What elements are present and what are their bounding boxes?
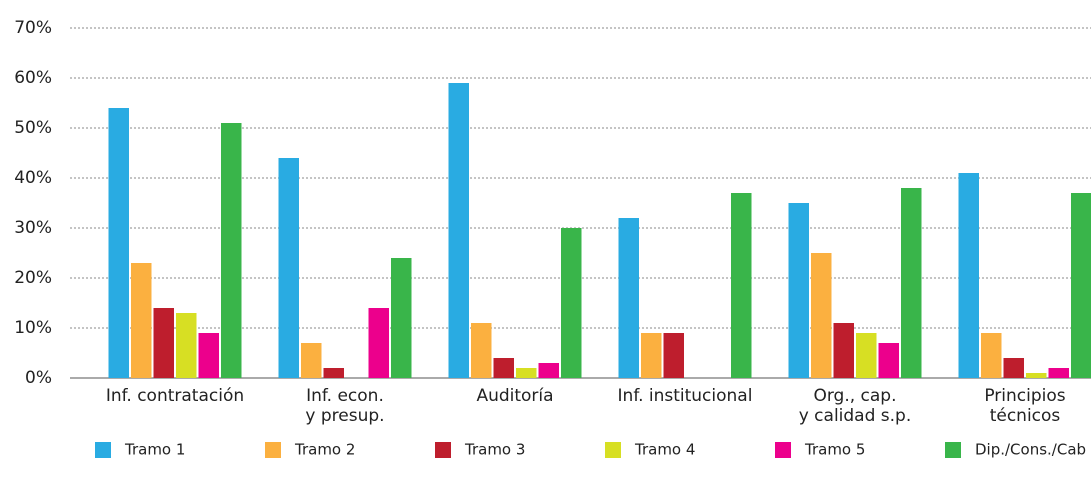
bar: [1026, 373, 1047, 378]
bar: [618, 218, 639, 378]
bar: [958, 173, 979, 378]
bar: [788, 203, 809, 378]
legend-label: Tramo 4: [634, 441, 695, 459]
y-tick-label: 10%: [14, 318, 52, 338]
bar: [471, 323, 492, 378]
legend-swatch: [945, 442, 961, 458]
y-tick-label: 40%: [14, 168, 52, 188]
bar: [153, 308, 174, 378]
bar: [198, 333, 219, 378]
bar: [663, 333, 684, 378]
legend-swatch: [775, 442, 791, 458]
y-tick-label: 20%: [14, 268, 52, 288]
legend-swatch: [605, 442, 621, 458]
y-tick-label: 0%: [25, 368, 52, 388]
bar: [516, 368, 537, 378]
bar: [323, 368, 344, 378]
bar: [368, 308, 389, 378]
legend-swatch: [435, 442, 451, 458]
y-tick-label: 70%: [14, 18, 52, 38]
bar: [901, 188, 922, 378]
bar: [1048, 368, 1069, 378]
bar: [131, 263, 152, 378]
bar: [108, 108, 129, 378]
bar: [176, 313, 197, 378]
bar: [301, 343, 322, 378]
bar: [448, 83, 469, 378]
legend-swatch: [95, 442, 111, 458]
legend-swatch: [265, 442, 281, 458]
x-tick-label: Inf. contratación: [105, 386, 245, 406]
x-tick-label: Org., cap. y calidad s.p.: [798, 386, 912, 426]
legend-label: Tramo 1: [124, 441, 185, 459]
bar: [221, 123, 242, 378]
x-tick-label: Inf. institucional: [617, 386, 753, 406]
y-tick-label: 30%: [14, 218, 52, 238]
x-tick-label: Inf. econ. y presup.: [305, 386, 385, 426]
y-tick-label: 60%: [14, 68, 52, 88]
x-tick-label: Principios técnicos: [984, 386, 1066, 426]
legend-label: Tramo 2: [294, 441, 355, 459]
bar: [641, 333, 662, 378]
bar: [493, 358, 514, 378]
bar: [981, 333, 1002, 378]
bar: [1071, 193, 1091, 378]
legend-label: Dip./Cons./Cab: [975, 441, 1086, 459]
bar: [811, 253, 832, 378]
x-tick-label: Auditoría: [476, 386, 554, 406]
bar: [391, 258, 412, 378]
bar: [856, 333, 877, 378]
bar: [561, 228, 582, 378]
bar: [278, 158, 299, 378]
legend-label: Tramo 3: [464, 441, 525, 459]
bar: [731, 193, 752, 378]
y-tick-label: 50%: [14, 118, 52, 138]
bar: [538, 363, 559, 378]
bar: [833, 323, 854, 378]
bar: [878, 343, 899, 378]
legend-label: Tramo 5: [804, 441, 865, 459]
bar: [1003, 358, 1024, 378]
